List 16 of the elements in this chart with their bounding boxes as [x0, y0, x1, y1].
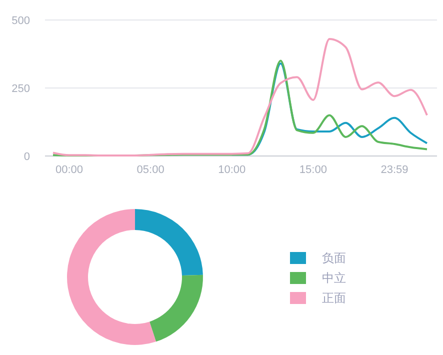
legend-label: 正面 [322, 291, 346, 306]
x-tick-label: 23:59 [380, 164, 408, 176]
line-series [52, 60, 428, 156]
x-tick-label: 00:00 [55, 164, 84, 176]
y-tick-label: 250 [12, 82, 30, 95]
legend-label: 中立 [322, 271, 346, 286]
x-tick-label: 05:00 [136, 164, 164, 176]
donut-slice [67, 209, 156, 345]
x-tick-label: 15:00 [299, 164, 327, 176]
line-series [52, 38, 428, 156]
x-tick-label: 10:00 [218, 164, 246, 176]
y-tick-label: 0 [24, 150, 30, 163]
donut-slice [150, 274, 203, 342]
donut-slice [135, 209, 203, 276]
y-tick-label: 500 [12, 14, 30, 27]
legend-label: 负面 [322, 251, 346, 266]
